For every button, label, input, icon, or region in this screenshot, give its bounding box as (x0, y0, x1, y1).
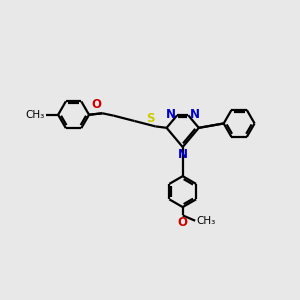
Text: CH₃: CH₃ (26, 110, 45, 120)
Text: N: N (190, 108, 200, 121)
Text: O: O (92, 98, 101, 112)
Text: S: S (146, 112, 154, 125)
Text: N: N (178, 148, 188, 161)
Text: N: N (166, 108, 176, 121)
Text: CH₃: CH₃ (196, 216, 216, 226)
Text: O: O (178, 216, 188, 229)
